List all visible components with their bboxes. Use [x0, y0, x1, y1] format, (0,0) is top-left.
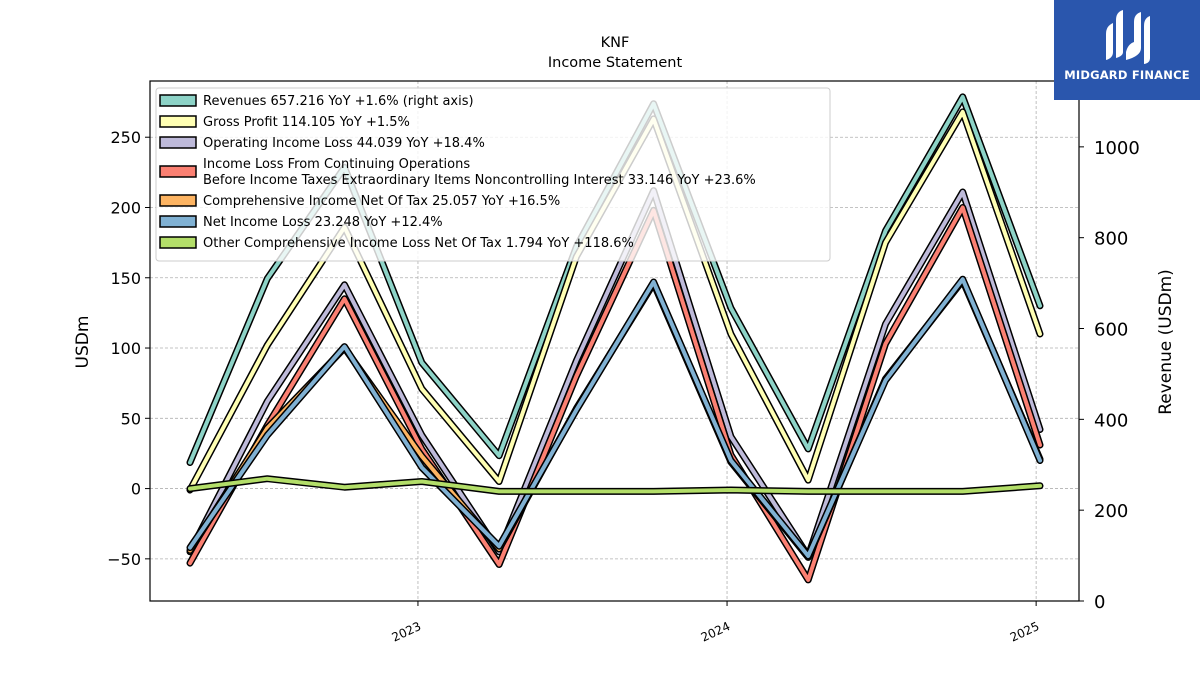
legend-label: Gross Profit 114.105 YoY +1.5% [203, 115, 410, 130]
legend-label: Other Comprehensive Income Loss Net Of T… [203, 236, 634, 251]
legend-swatch [159, 215, 197, 228]
legend: Revenues 657.216 YoY +1.6% (right axis) G… [155, 87, 831, 262]
legend-label: Comprehensive Income Net Of Tax 25.057 Y… [203, 194, 560, 209]
y-tick-label-right: 800 [1094, 229, 1128, 250]
x-tick-label: 2024 [699, 619, 733, 645]
y-tick-label-right: 200 [1094, 501, 1128, 522]
legend-swatch [159, 194, 197, 207]
series-line-net-income-loss [186, 275, 1044, 560]
y-tick-label-left: 100 [110, 339, 141, 358]
x-tick-label: 2025 [1008, 619, 1042, 645]
brand-name: MIDGARD FINANCE [1064, 68, 1190, 82]
legend-swatch [159, 165, 197, 178]
series-stroke [188, 205, 1042, 582]
series-stroke [188, 476, 1042, 494]
legend-box [155, 87, 831, 262]
series-stroke [188, 188, 1042, 558]
y-tick-label-left: 150 [110, 269, 141, 288]
y-tick-label-left: 50 [121, 409, 141, 428]
legend-swatch [159, 236, 197, 249]
legend-swatch [159, 115, 197, 128]
y-tick-label-left: 0 [131, 480, 141, 499]
y-tick-label-right: 1000 [1094, 138, 1140, 159]
plot-frame [149, 80, 1080, 602]
legend-label: Net Income Loss 23.248 YoY +12.4% [203, 215, 443, 230]
legend-label: Revenues 657.216 YoY +1.6% (right axis) [203, 94, 474, 109]
y-tick-label-right: 600 [1094, 320, 1128, 341]
legend-swatch [159, 136, 197, 149]
y-tick-label-left: 250 [110, 128, 141, 147]
x-tick-label: 2023 [390, 619, 424, 645]
y-axis-label-right: Revenue (USDm) [1156, 269, 1176, 415]
y-tick-label-right: 0 [1094, 592, 1105, 613]
y-tick-label-left: 200 [110, 198, 141, 217]
y-tick-label-left: −50 [107, 550, 141, 569]
y-axis-label-left: USDm [73, 316, 93, 369]
legend-label: Operating Income Loss 44.039 YoY +18.4% [203, 136, 485, 151]
y-tick-label-right: 400 [1094, 410, 1128, 431]
chart-title: KNF [601, 35, 630, 51]
legend-label: Income Loss From Continuing Operations Be… [203, 157, 756, 188]
series-line-other-comprehensive-income-loss-net-of-t [186, 475, 1044, 495]
series-line-income-loss-from-continuing-operations-b [186, 204, 1044, 584]
legend-swatch [159, 94, 197, 107]
series-line-operating-income-loss [186, 187, 1044, 560]
midgard-logo-icon [1106, 10, 1150, 64]
chart-subtitle: Income Statement [548, 55, 683, 71]
series-stroke [188, 277, 1042, 558]
brand-logo: MIDGARD FINANCE [1054, 0, 1200, 100]
